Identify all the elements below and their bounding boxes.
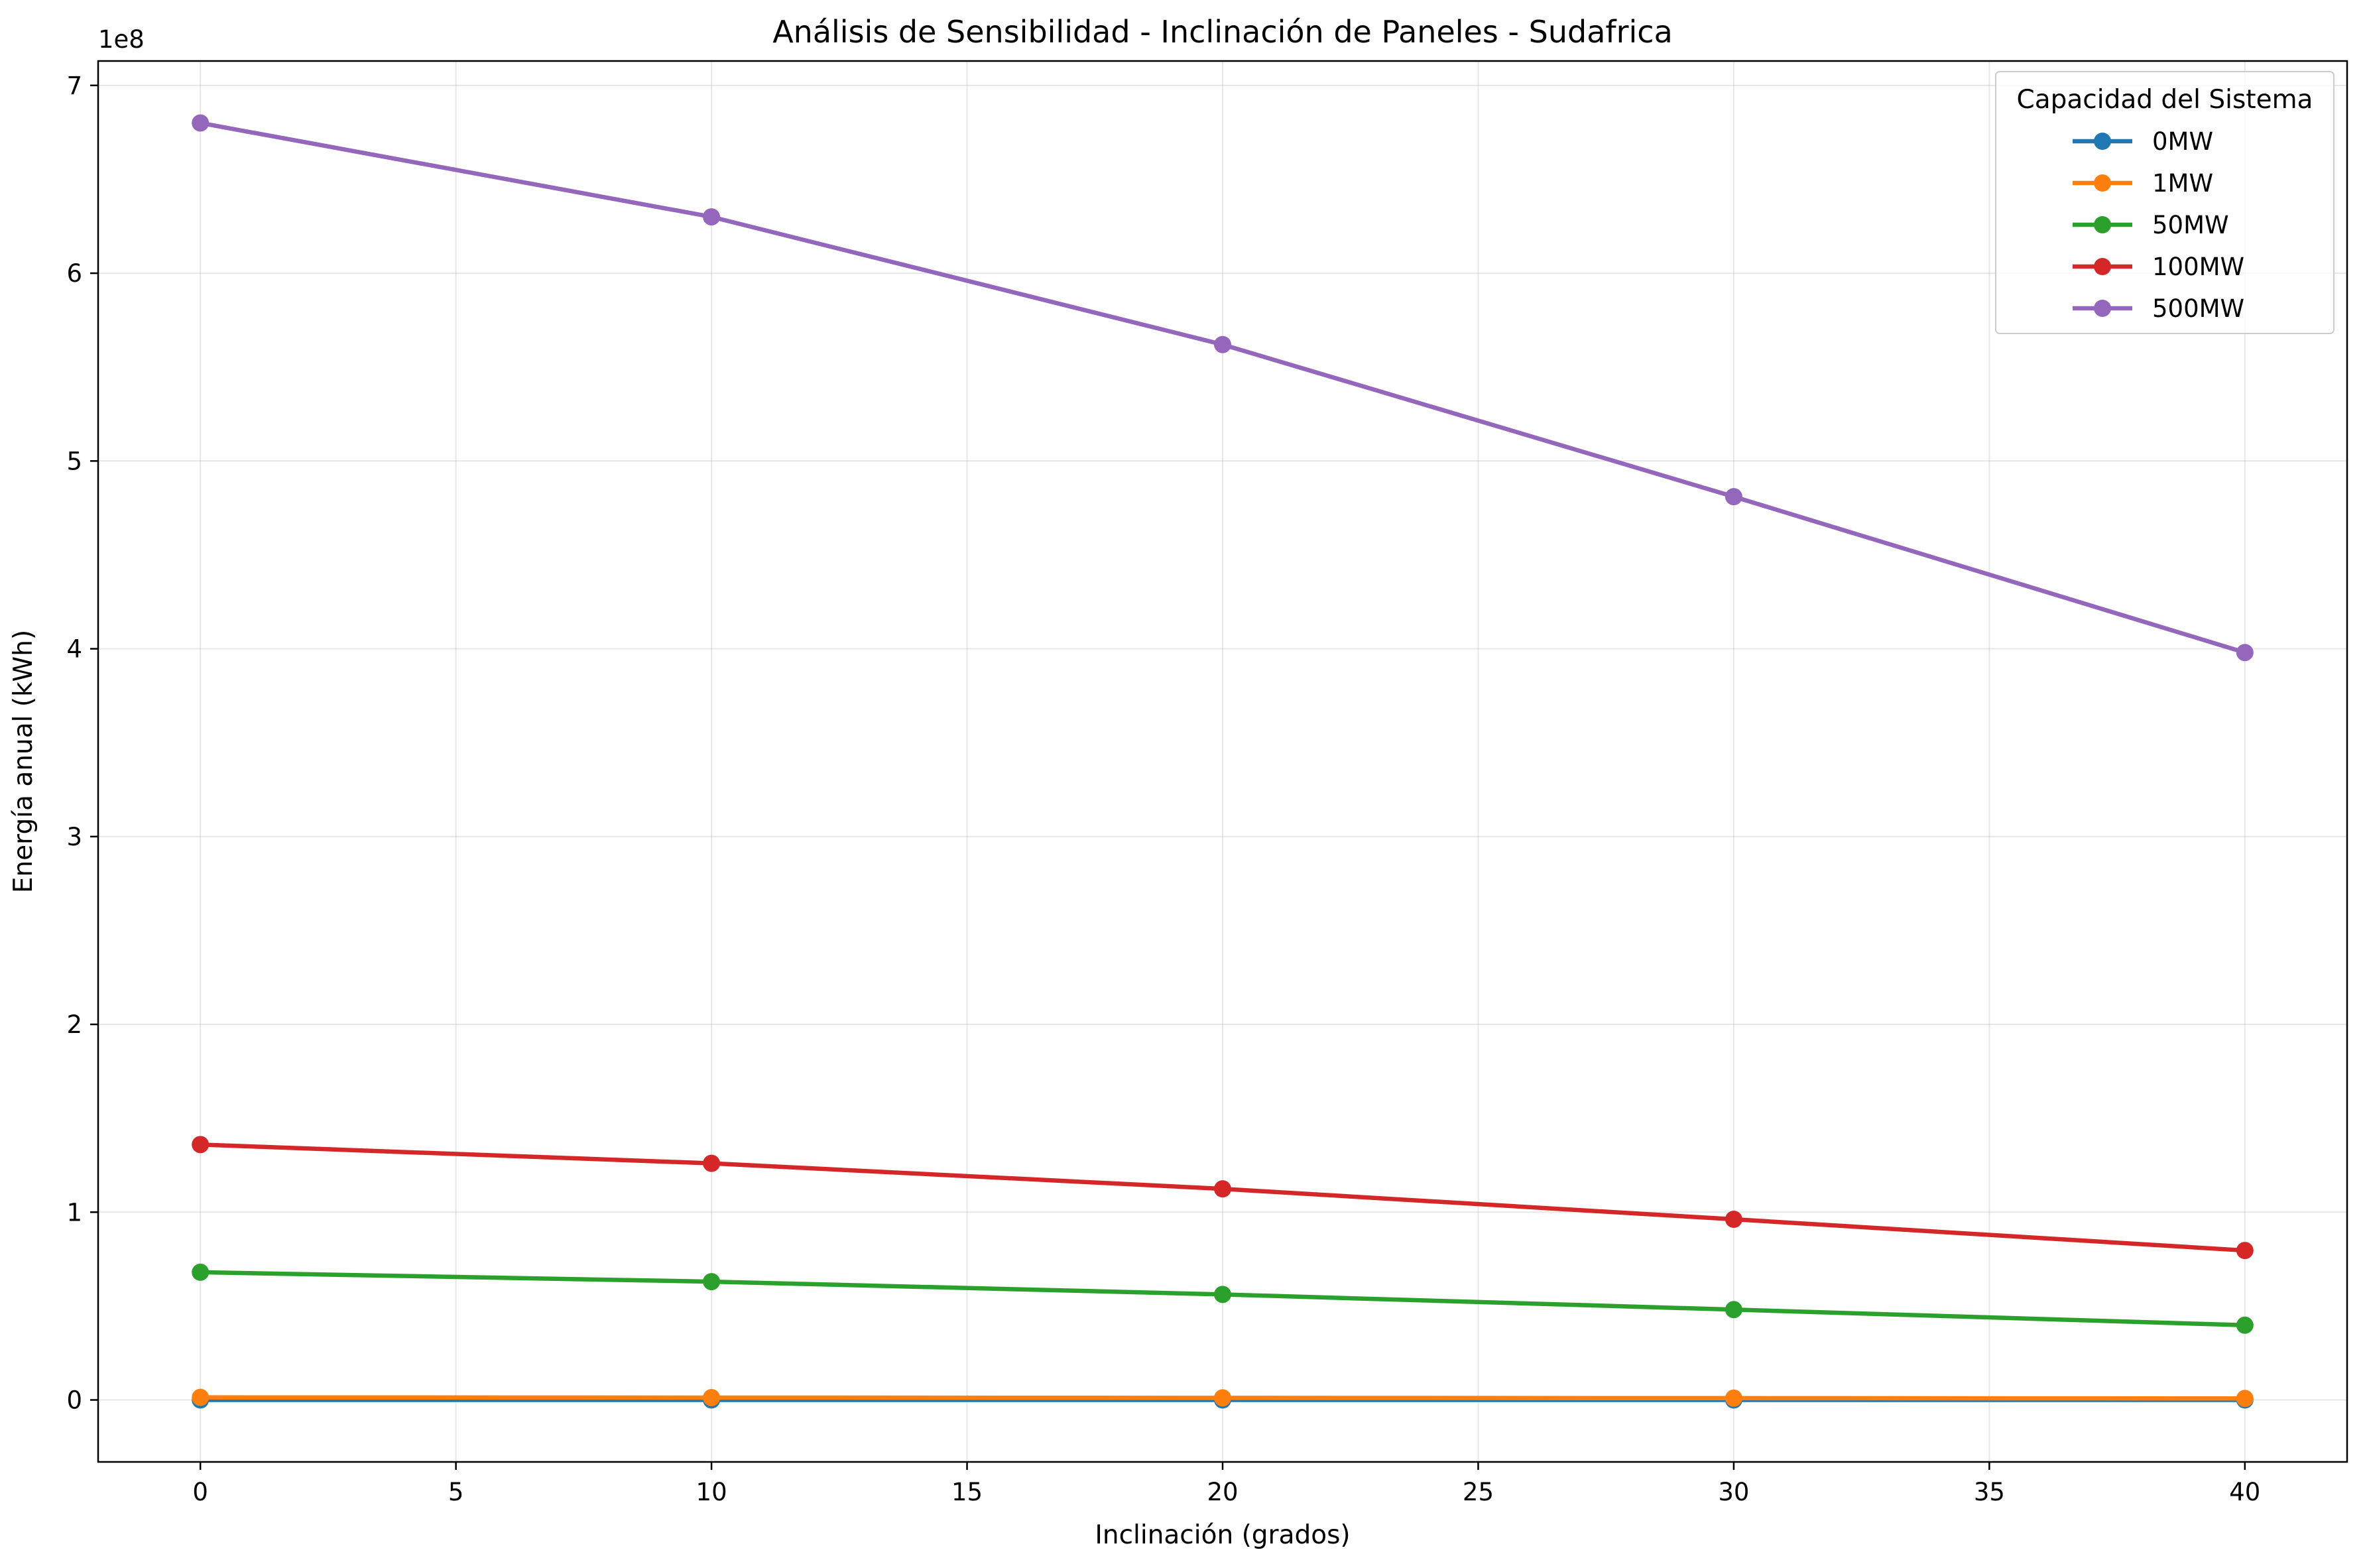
series-1MW: [192, 1388, 2254, 1408]
chart-title: Análisis de Sensibilidad - Inclinación d…: [772, 14, 1673, 50]
x-tick-label: 10: [696, 1478, 727, 1506]
series-50MW: [192, 1263, 2254, 1334]
data-point-50MW: [2236, 1316, 2254, 1334]
legend-item-100MW: 100MW: [2073, 253, 2244, 281]
data-point-100MW: [1214, 1180, 1231, 1198]
legend-swatch-marker: [2094, 258, 2111, 275]
legend-item-0MW: 0MW: [2073, 127, 2213, 156]
legend-swatch-marker: [2094, 174, 2111, 192]
y-tick-label: 2: [66, 1010, 82, 1039]
axis-ticks: 0 5 10 15 20 25 30 35 40 0 1 2 3 4 5 6 7: [66, 72, 2260, 1506]
series-group: [192, 114, 2254, 1409]
x-tick-label: 30: [1718, 1478, 1749, 1506]
x-tick-label: 5: [448, 1478, 464, 1506]
data-point-500MW: [703, 208, 721, 226]
y-tick-label: 4: [66, 635, 82, 664]
x-tick-label: 20: [1207, 1478, 1238, 1506]
legend-item-label: 1MW: [2152, 169, 2213, 198]
data-point-100MW: [1725, 1211, 1742, 1229]
series-500MW: [192, 114, 2254, 662]
y-axis-offset-label: 1e8: [98, 25, 145, 54]
legend-item-label: 50MW: [2152, 211, 2229, 239]
y-tick-label: 3: [66, 823, 82, 851]
legend-swatch-marker: [2094, 300, 2111, 317]
x-tick-label: 0: [192, 1478, 208, 1506]
data-point-100MW: [192, 1136, 210, 1154]
x-tick-label: 35: [1974, 1478, 2005, 1506]
x-tick-label: 25: [1463, 1478, 1494, 1506]
y-axis-label: Energía anual (kWh): [9, 630, 38, 893]
data-point-500MW: [192, 114, 210, 132]
data-point-500MW: [2236, 644, 2254, 662]
y-tick-label: 5: [66, 447, 82, 475]
legend-item-1MW: 1MW: [2073, 169, 2213, 198]
data-point-1MW: [1725, 1389, 1742, 1407]
x-tick-label: 40: [2229, 1478, 2260, 1506]
data-point-50MW: [1725, 1301, 1742, 1319]
y-tick-label: 0: [66, 1386, 82, 1415]
y-tick-label: 7: [66, 72, 82, 100]
legend-item-label: 100MW: [2152, 253, 2244, 281]
legend-swatch-marker: [2094, 216, 2111, 233]
legend-item-500MW: 500MW: [2073, 294, 2244, 323]
legend-title: Capacidad del Sistema: [2017, 85, 2313, 115]
y-tick-label: 6: [66, 259, 82, 288]
legend: Capacidad del Sistema 0MW 1MW 50MW 100MW 500…: [1995, 71, 2335, 334]
data-point-1MW: [1214, 1389, 1231, 1407]
y-tick-label: 1: [66, 1198, 82, 1227]
legend-item-label: 500MW: [2152, 294, 2244, 323]
x-tick-label: 15: [951, 1478, 983, 1506]
data-point-1MW: [192, 1388, 210, 1406]
data-point-50MW: [1214, 1286, 1231, 1303]
data-point-100MW: [703, 1154, 721, 1172]
legend-item-50MW: 50MW: [2073, 211, 2229, 239]
data-point-50MW: [192, 1263, 210, 1281]
data-point-1MW: [2236, 1390, 2254, 1408]
data-point-50MW: [703, 1273, 721, 1291]
series-100MW: [192, 1136, 2254, 1260]
data-point-100MW: [2236, 1242, 2254, 1260]
legend-item-label: 0MW: [2152, 127, 2213, 156]
data-point-1MW: [703, 1388, 721, 1406]
legend-swatch-marker: [2094, 133, 2111, 150]
data-point-500MW: [1214, 335, 1231, 353]
data-point-500MW: [1725, 488, 1742, 506]
x-axis-label: Inclinación (grados): [1095, 1520, 1350, 1550]
legend-items: 0MW 1MW 50MW 100MW 500MW: [2073, 127, 2244, 323]
